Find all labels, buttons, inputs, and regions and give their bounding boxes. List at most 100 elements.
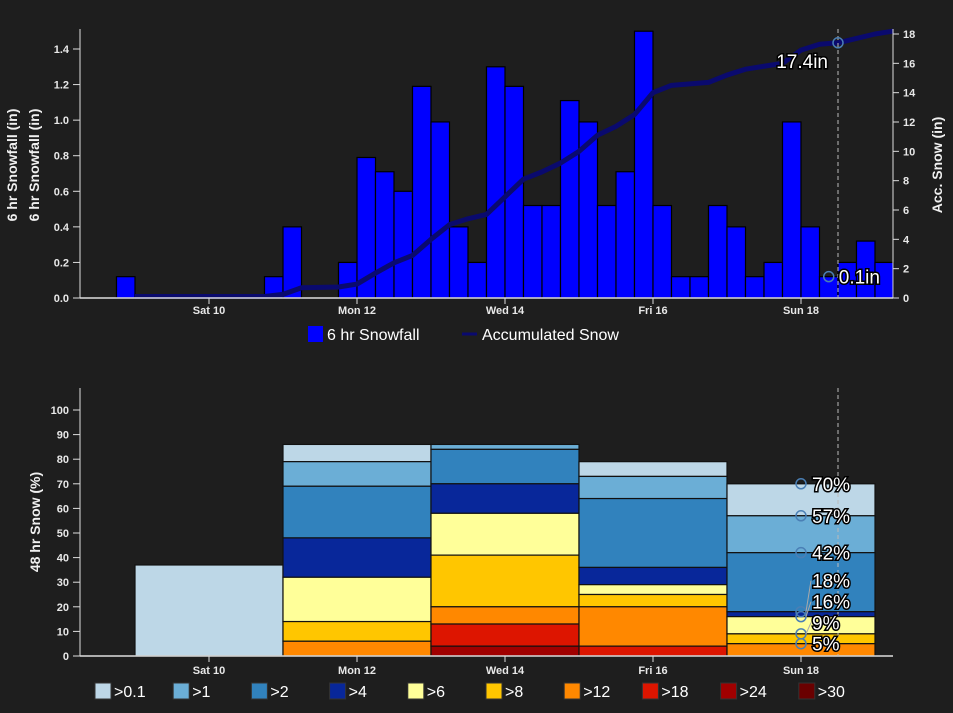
- x-tick-label: Fri 16: [638, 305, 667, 317]
- probability-leader-line: [805, 580, 812, 612]
- probability-leader-line: [805, 622, 812, 635]
- snowfall-bar: [744, 276, 765, 299]
- probability-segment-gt12: [726, 643, 876, 657]
- legend-label: >8: [505, 684, 523, 701]
- probability-marker: [795, 510, 807, 522]
- y-tick-label: 90: [57, 430, 69, 442]
- snowfall-bar: [800, 226, 821, 299]
- snowfall-bar: [393, 190, 414, 299]
- y-tick-label: 60: [57, 503, 69, 515]
- legend-swatch: [407, 682, 425, 700]
- probability-value-label: 5%: [812, 635, 840, 656]
- y-right-tick-label: 4: [903, 234, 910, 246]
- y-right-tick-label: 14: [903, 88, 916, 100]
- x-tick-label: Sun 18: [783, 665, 819, 677]
- legend-label: >2: [270, 684, 288, 701]
- legend-swatch: [94, 682, 112, 700]
- snowfall-bar: [670, 276, 691, 299]
- probability-segment-gt1: [430, 443, 580, 450]
- x-tick-label: Mon 12: [338, 305, 376, 317]
- probability-value-label: 42%: [812, 544, 850, 565]
- legend-label-accumulated: Accumulated Snow: [482, 327, 619, 344]
- probability-segment-gt12: [430, 606, 580, 625]
- probability-segment-gt18: [578, 645, 728, 657]
- snowfall-bar: [485, 66, 506, 299]
- legend-label: >0.1: [114, 684, 146, 701]
- probability-marker: [795, 478, 807, 490]
- legend-label: >18: [661, 684, 688, 701]
- snowfall-bar: [633, 30, 654, 299]
- y-right-tick-label: 18: [903, 29, 915, 41]
- y-tick-label: 40: [57, 553, 69, 565]
- probability-value-label: 18%: [812, 572, 850, 593]
- snowfall-bar: [559, 99, 580, 299]
- y-tick-label: 0.6: [54, 186, 69, 198]
- y-tick-label: 0.0: [54, 293, 69, 305]
- y-right-tick-label: 12: [903, 117, 915, 129]
- legend-label: >12: [583, 684, 610, 701]
- probability-value-label: 9%: [812, 614, 840, 635]
- y-right-tick-label: 6: [903, 205, 909, 217]
- snowfall-bar: [467, 261, 488, 299]
- y-tick-label: 0.8: [54, 151, 69, 163]
- x-tick-label: Sat 10: [193, 305, 225, 317]
- accumulated-marker: [832, 37, 844, 49]
- snowfall-bar: [689, 276, 710, 299]
- probability-segment-gt0-1: [578, 461, 728, 478]
- snowfall-bar: [818, 276, 839, 299]
- snowfall-bar: [448, 226, 469, 299]
- x-tick-label: Wed 14: [486, 665, 525, 677]
- accumulated-snow-line: [135, 28, 894, 300]
- snowfall-bar: [430, 121, 451, 299]
- probability-value-label: 70%: [812, 475, 850, 496]
- probability-segment-gt12: [282, 640, 432, 657]
- y-right-tick-label: 0: [903, 293, 909, 305]
- snowfall-bar: [115, 276, 136, 299]
- probability-segment-gt2: [430, 448, 580, 485]
- legend-swatch: [329, 682, 347, 700]
- left-y-axis-label-repeat: 6 hr Snowfall (in): [26, 109, 42, 222]
- probability-segment-gt6: [726, 616, 876, 635]
- x-tick-label: Sun 18: [783, 305, 819, 317]
- probability-marker: [795, 546, 807, 559]
- probability-segment-gt6: [578, 584, 728, 596]
- snowfall-bar: [763, 261, 784, 299]
- y-tick-label: 80: [57, 454, 69, 466]
- probability-segment-gt8: [282, 620, 432, 642]
- accumulated-value-label: 17.4in: [776, 52, 828, 73]
- probability-segment-gt4: [578, 566, 728, 586]
- snowfall-bar: [596, 204, 617, 299]
- snowfall-marker: [823, 270, 835, 283]
- probability-leader-line: [805, 601, 812, 617]
- y-tick-label: 0.4: [54, 222, 70, 234]
- snowfall-bar: [726, 226, 747, 299]
- legend-swatch: [720, 682, 738, 700]
- snowfall-bar: [374, 171, 395, 299]
- probability-value-label: 16%: [812, 593, 850, 614]
- legend-swatch: [563, 682, 581, 700]
- y-axis-label: 48 hr Snow (%): [27, 472, 43, 572]
- snowfall-chart: 0.0 0.2 0.4 0.6 0.8 1.0 1.2 1.4 0 2 4 6 8 10 12 14 16 18 S…: [4, 28, 945, 344]
- snowfall-bar: [652, 204, 673, 299]
- snowfall-bar: [781, 121, 802, 299]
- probability-value-label: 57%: [812, 507, 850, 528]
- y-right-tick-label: 16: [903, 58, 915, 70]
- probability-segment-gt4: [430, 483, 580, 514]
- snowfall-bar: [615, 171, 636, 299]
- snowfall-bar: [411, 85, 432, 299]
- snowfall-bar: [337, 261, 358, 299]
- legend-label: >4: [349, 684, 367, 701]
- probability-chart: 0 10 20 30 40 50 60 70 80 90 100 Sat 10 Mon 12 Wed 14…: [27, 388, 893, 701]
- y-tick-label: 100: [51, 405, 69, 417]
- snowfall-bar: [522, 204, 543, 299]
- x-tick-label: Sat 10: [193, 665, 225, 677]
- y-tick-label: 1.4: [54, 44, 70, 56]
- x-tick-label: Wed 14: [486, 305, 525, 317]
- snowfall-bar: [541, 204, 562, 299]
- y-tick-label: 70: [57, 479, 69, 491]
- left-y-axis-label: 6 hr Snowfall (in): [4, 109, 20, 222]
- legend-label: >24: [740, 684, 767, 701]
- probability-segment-gt0-1: [282, 443, 432, 463]
- y-tick-label: 10: [57, 626, 69, 638]
